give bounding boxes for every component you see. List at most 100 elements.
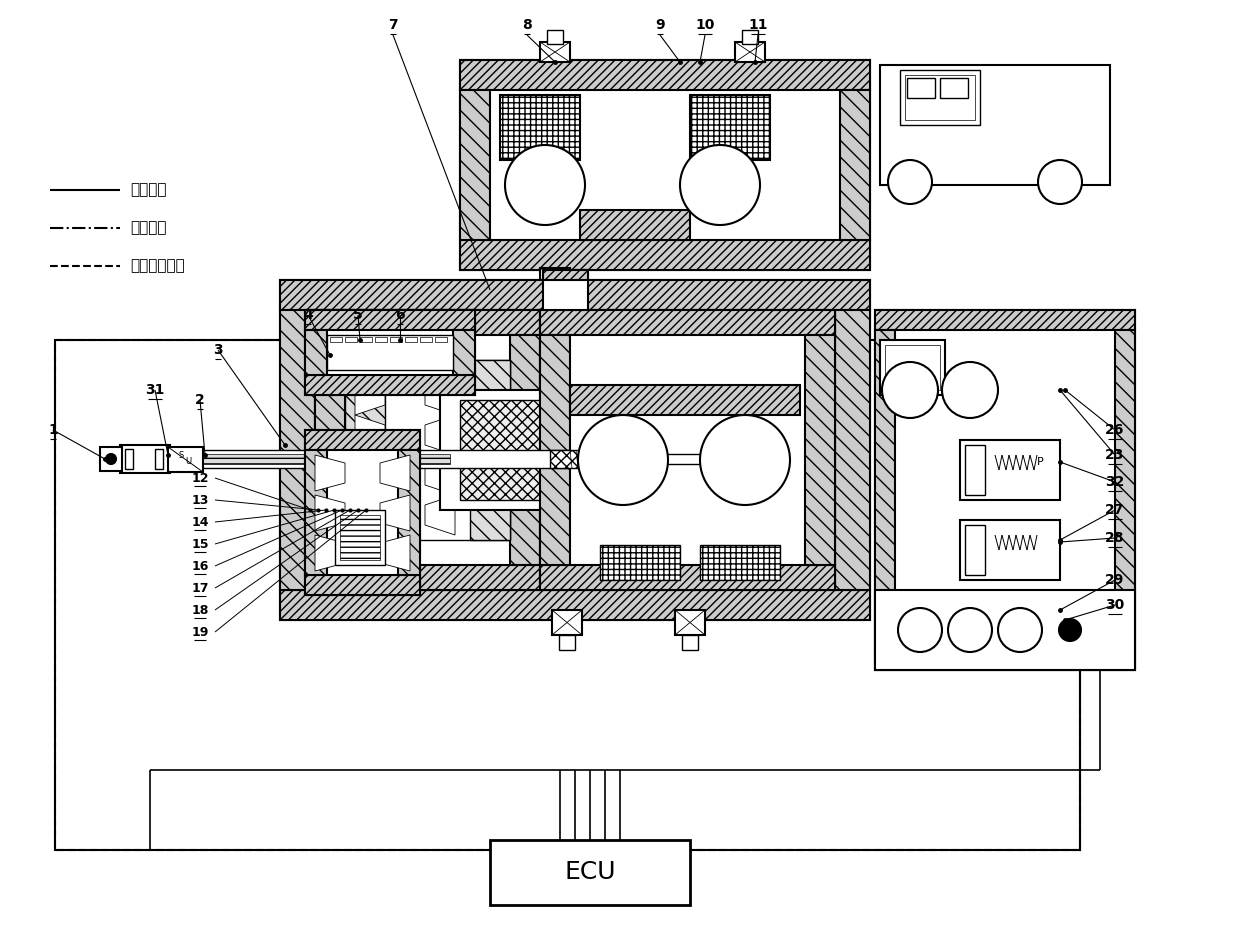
Bar (539, 310, 835, 335)
Bar (55, 340, 1080, 850)
Polygon shape (379, 455, 410, 491)
Bar (539, 565, 835, 590)
Polygon shape (315, 455, 345, 491)
Bar (570, 385, 800, 415)
Bar (460, 400, 551, 500)
Text: 2: 2 (195, 393, 205, 407)
Bar (875, 310, 1135, 670)
Polygon shape (355, 455, 384, 495)
Polygon shape (355, 375, 384, 415)
Bar (345, 337, 357, 342)
Text: P: P (1037, 457, 1043, 467)
Bar (742, 30, 758, 44)
Bar (315, 335, 345, 565)
Text: 11: 11 (748, 18, 768, 32)
Bar (460, 60, 870, 90)
Circle shape (680, 145, 760, 225)
Bar (490, 840, 689, 905)
Bar (559, 635, 575, 650)
Polygon shape (379, 495, 410, 531)
Text: 7: 7 (388, 18, 398, 32)
Text: 19: 19 (191, 625, 208, 638)
Bar (805, 335, 835, 565)
Text: 30: 30 (1105, 598, 1125, 612)
Bar (551, 450, 630, 468)
Bar (460, 90, 490, 240)
Polygon shape (425, 375, 455, 415)
Bar (305, 310, 475, 330)
Circle shape (998, 608, 1042, 652)
Bar (905, 75, 975, 120)
Bar (1115, 330, 1135, 650)
Polygon shape (379, 535, 410, 571)
Bar (345, 360, 384, 540)
Bar (280, 310, 315, 590)
Polygon shape (315, 495, 345, 531)
Polygon shape (355, 415, 384, 455)
Bar (55, 340, 1080, 850)
Bar (305, 430, 420, 595)
Bar (885, 345, 940, 390)
Text: 驱动电路: 驱动电路 (130, 221, 166, 236)
Text: 32: 32 (1105, 475, 1125, 489)
Ellipse shape (994, 161, 1025, 179)
Bar (360, 337, 372, 342)
Text: 6: 6 (396, 308, 404, 322)
Bar (548, 290, 564, 304)
Polygon shape (425, 415, 455, 455)
Bar (875, 330, 895, 650)
Text: 29: 29 (1105, 573, 1125, 587)
Bar (689, 95, 770, 160)
Bar (100, 453, 120, 465)
Text: 14: 14 (191, 516, 208, 529)
Bar (940, 78, 968, 98)
Bar (460, 60, 870, 270)
Bar (735, 42, 765, 62)
Bar (500, 95, 580, 160)
Bar (391, 337, 402, 342)
Bar (305, 310, 475, 395)
Bar (701, 545, 780, 580)
Circle shape (1059, 619, 1081, 641)
Text: 12: 12 (191, 472, 208, 485)
Bar (305, 450, 327, 575)
Text: S: S (179, 450, 184, 460)
Text: 26: 26 (1105, 423, 1125, 437)
Bar (839, 90, 870, 240)
Bar (305, 375, 475, 395)
Bar (120, 445, 170, 473)
Text: 15: 15 (191, 537, 208, 550)
Bar (330, 337, 342, 342)
Text: 28: 28 (1105, 531, 1125, 545)
Bar (315, 310, 539, 335)
Bar (280, 280, 870, 310)
Text: 18: 18 (191, 604, 208, 617)
Bar (420, 337, 432, 342)
Bar (547, 30, 563, 44)
Circle shape (578, 415, 668, 505)
Bar (835, 310, 870, 590)
Circle shape (942, 362, 998, 418)
Text: 27: 27 (1105, 503, 1125, 517)
Bar (305, 430, 420, 450)
Circle shape (882, 362, 937, 418)
Bar (965, 445, 985, 495)
Bar (875, 310, 1135, 330)
Bar (600, 545, 680, 580)
Polygon shape (315, 535, 345, 571)
Ellipse shape (955, 161, 985, 179)
Bar (630, 454, 730, 464)
Bar (960, 440, 1060, 500)
Circle shape (888, 160, 932, 204)
Text: 17: 17 (191, 581, 208, 594)
Bar (965, 525, 985, 575)
Bar (315, 310, 539, 590)
Bar (543, 270, 588, 280)
Circle shape (949, 608, 992, 652)
Circle shape (105, 454, 117, 464)
Bar (470, 360, 510, 540)
Bar (675, 610, 706, 635)
Bar (327, 335, 453, 370)
Circle shape (505, 145, 585, 225)
Text: 3: 3 (213, 343, 223, 357)
